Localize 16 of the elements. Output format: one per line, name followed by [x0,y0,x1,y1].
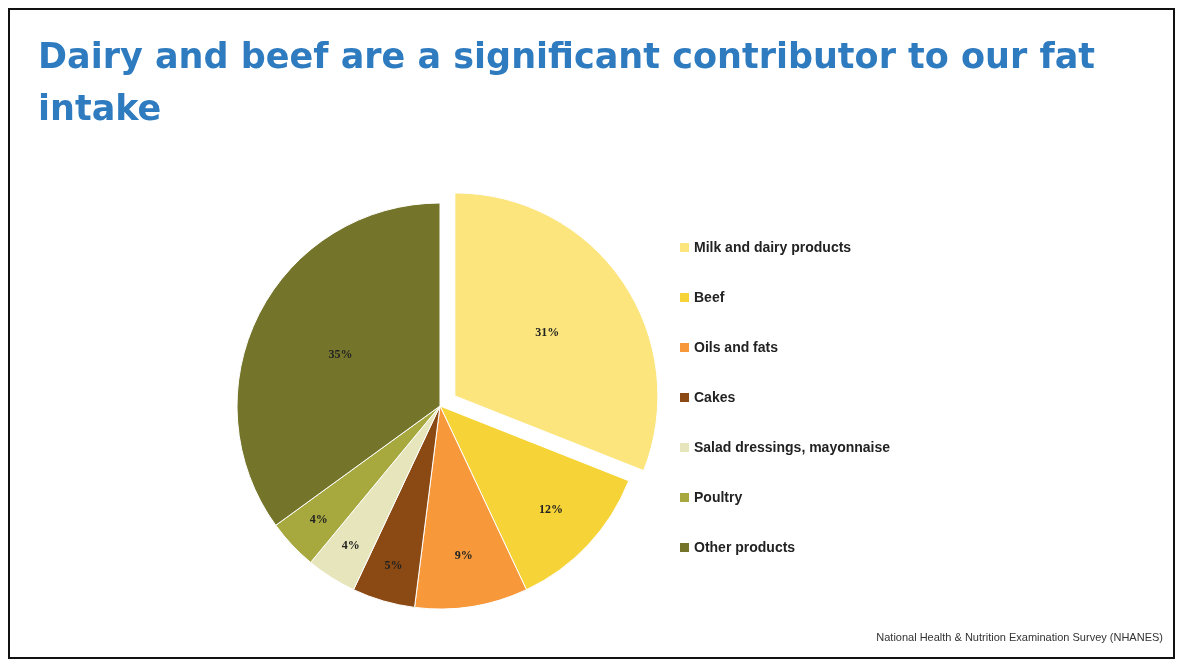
data-label: 35% [328,347,353,362]
data-label: 5% [384,557,403,572]
data-label: 4% [341,538,360,553]
text: National Health & Nutrition Examination Survey (NHANES) [876,631,1163,643]
legend-label: Oils and fats [694,338,779,355]
legend-label: Cakes [694,388,736,405]
data-label: 9% [454,548,473,563]
legend-label: Salad dressings, mayonnaise [694,438,891,455]
data-label: 4% [309,511,328,526]
legend-label: Beef [694,288,725,305]
legend-label: Poultry [694,488,743,505]
data-label: 31% [535,324,560,339]
legend-label: Other products [694,538,796,555]
chart-title: Dairy and beef are a significant contributor to our fat intake [38,36,1096,128]
data-label: 12% [538,501,563,516]
legend-label: Milk and dairy products [694,238,852,255]
